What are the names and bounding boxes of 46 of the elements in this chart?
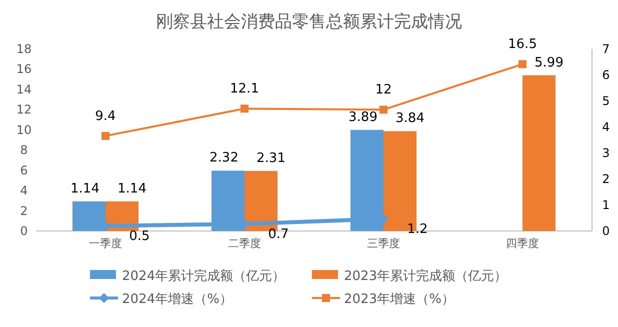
- y2-tick-label: 7: [602, 42, 610, 56]
- data-label: 0.5: [129, 228, 150, 244]
- y-tick-label: 4: [20, 184, 28, 198]
- data-label: 5.99: [534, 55, 564, 70]
- y2-tick-label: 4: [602, 120, 610, 134]
- y-tick-label: 2: [20, 204, 28, 218]
- point: [518, 60, 526, 68]
- y-tick-label: 8: [20, 143, 28, 158]
- y-tick-label: 16: [16, 62, 32, 76]
- point: [102, 132, 110, 140]
- data-label: 2.31: [256, 150, 286, 166]
- x-tick-label: 一季度: [89, 237, 122, 250]
- x-tick-label: 二季度: [228, 237, 261, 250]
- data-label: 16.5: [508, 37, 537, 52]
- legend-label: 2023年增速（%）: [344, 292, 454, 307]
- point: [240, 104, 248, 113]
- y-tick-label: 6: [20, 163, 28, 178]
- y2-tick-label: 0: [602, 224, 610, 238]
- point: [380, 106, 388, 114]
- bar: [522, 75, 556, 231]
- legend-label: 2024年累计完成额（亿元）: [122, 268, 286, 284]
- x-tick-label: 三季度: [367, 237, 400, 250]
- data-label: 12.1: [230, 82, 259, 97]
- chart-title: 刚察县社会消费品零售总额累计完成情况: [156, 12, 462, 32]
- data-label: 12: [375, 82, 392, 98]
- data-label: 9.4: [95, 108, 116, 124]
- data-label: 3.89: [348, 110, 378, 125]
- y-tick-label: 10: [16, 122, 32, 137]
- y-tick-label: 14: [16, 82, 32, 96]
- legend-label: 2024年增速（%）: [122, 292, 232, 307]
- data-label: 0.7: [268, 226, 289, 242]
- data-label: 1.14: [118, 181, 146, 196]
- data-label: 2.32: [210, 150, 238, 166]
- y2-tick-label: 5: [602, 94, 610, 108]
- y-tick-label: 12: [16, 102, 32, 117]
- y-tick-label: 0: [20, 224, 28, 238]
- data-label: 1.2: [407, 222, 428, 237]
- y2-tick-label: 3: [602, 146, 610, 160]
- data-label: 3.84: [396, 111, 424, 126]
- y2-tick-label: 6: [602, 68, 610, 82]
- x-tick-label: 四季度: [506, 237, 539, 250]
- y-tick-label: 18: [16, 42, 32, 56]
- y2-tick-label: 1: [602, 198, 610, 212]
- legend-label: 2023年累计完成额（亿元）: [344, 268, 508, 284]
- data-label: 1.14: [70, 181, 100, 196]
- y2-tick-label: 2: [602, 172, 610, 186]
